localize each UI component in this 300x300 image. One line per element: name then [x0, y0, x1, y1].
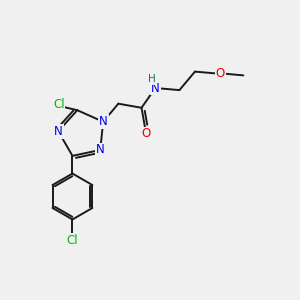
Text: Cl: Cl: [67, 234, 78, 247]
Text: N: N: [99, 115, 108, 128]
Text: N: N: [96, 143, 105, 157]
Text: H: H: [148, 74, 156, 84]
Text: O: O: [216, 67, 225, 80]
Text: Cl: Cl: [53, 98, 64, 111]
Text: O: O: [141, 128, 150, 140]
Text: N: N: [151, 82, 160, 94]
Text: N: N: [54, 125, 63, 138]
